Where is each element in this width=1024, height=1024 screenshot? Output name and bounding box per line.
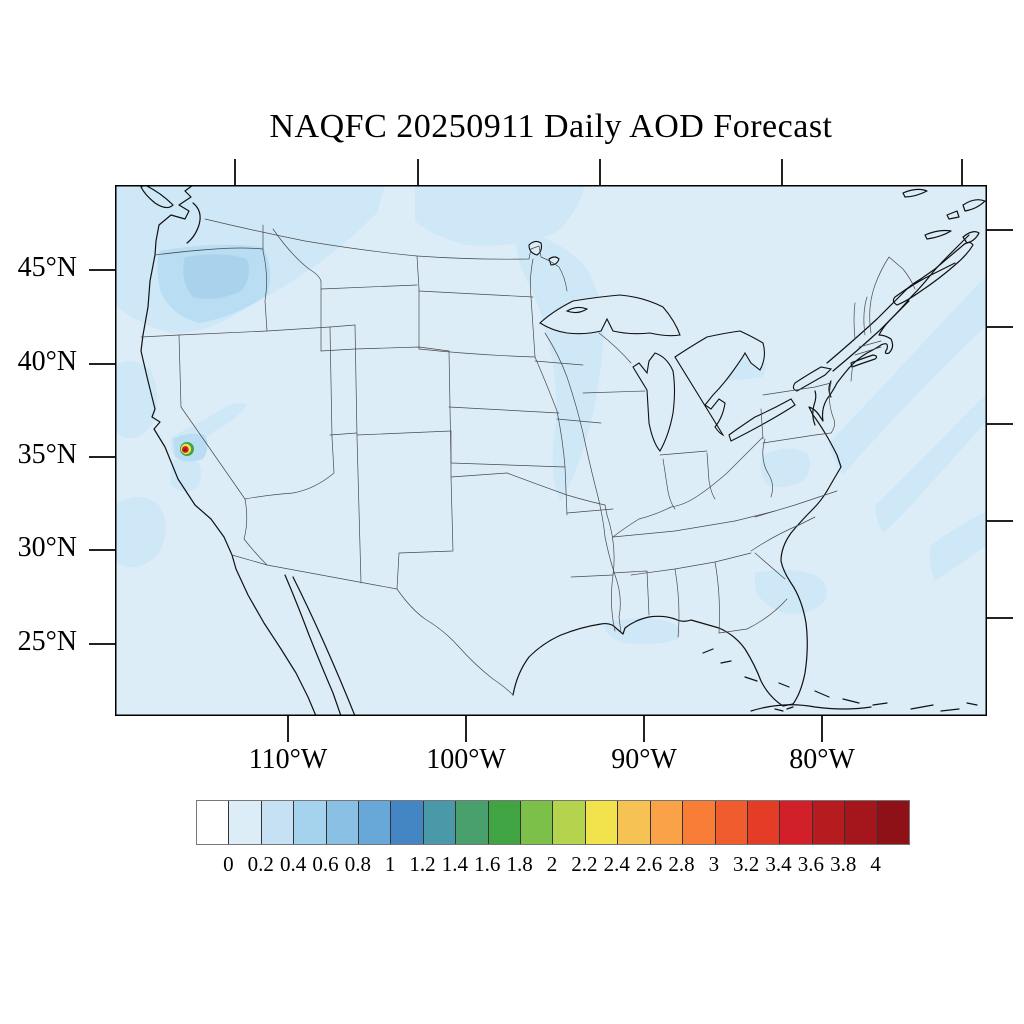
axis-tick: [781, 159, 783, 185]
axis-tick: [287, 716, 289, 742]
colorbar-tick-label: 0.2: [247, 852, 274, 876]
colorbar-cell: [197, 801, 230, 844]
lat-tick-label: 40°N: [17, 346, 77, 377]
colorbar-cell: [715, 801, 748, 844]
figure-title: NAQFC 20250911 Daily AOD Forecast: [269, 108, 833, 145]
colorbar-cell: [618, 801, 651, 844]
axis-tick: [599, 159, 601, 185]
coastlines: [140, 185, 986, 716]
colorbar-tick-label: 1: [384, 852, 396, 876]
colorbar-tick-label: 1.4: [441, 852, 469, 876]
lat-tick-label: 30°N: [17, 532, 77, 563]
colorbar-cell: [359, 801, 392, 844]
us-aod-map-svg: [115, 185, 987, 716]
axis-tick: [821, 716, 823, 742]
colorbar-cell: [391, 801, 424, 844]
colorbar-tick-label: 0.8: [344, 852, 371, 876]
axis-tick: [465, 716, 467, 742]
colorbar-tick-label: 4: [870, 852, 881, 876]
axis-tick: [987, 229, 1013, 231]
colorbar-tick-label: 3.2: [733, 852, 760, 876]
axis-tick: [417, 159, 419, 185]
colorbar-tick-label: 2.6: [635, 852, 663, 876]
lon-tick-label: 90°W: [611, 744, 677, 775]
axis-tick: [89, 456, 115, 458]
colorbar-tick-label: 3.6: [797, 852, 825, 876]
colorbar-cell: [488, 801, 522, 844]
lon-tick-label: 80°W: [789, 744, 855, 775]
lat-tick-label: 35°N: [17, 439, 77, 470]
axis-tick: [987, 326, 1013, 328]
map-area: [115, 185, 987, 716]
colorbar-tick-label: 3.8: [830, 852, 857, 876]
colorbar-cell: [650, 801, 684, 844]
colorbar-cell: [521, 801, 554, 844]
colorbar-cell: [229, 801, 262, 844]
colorbar-tick-label: 0.4: [279, 852, 307, 876]
colorbar-cell: [456, 801, 489, 844]
colorbar-tick-label: 1.2: [409, 852, 436, 876]
colorbar-cell: [812, 801, 846, 844]
map-frame: [115, 185, 987, 716]
aod-colorbar: [196, 800, 910, 845]
axis-tick: [987, 617, 1013, 619]
colorbar-cell: [294, 801, 327, 844]
colorbar-cell: [423, 801, 457, 844]
axis-tick: [987, 423, 1013, 425]
axis-tick: [89, 549, 115, 551]
lat-tick-label: 45°N: [17, 252, 77, 283]
lon-tick-label: 100°W: [426, 744, 506, 775]
colorbar-tick-label: 2.4: [603, 852, 630, 876]
colorbar-cell: [747, 801, 781, 844]
colorbar-tick-label: 2.2: [571, 852, 598, 876]
colorbar-cell: [845, 801, 878, 844]
colorbar-tick-label: 3: [708, 852, 720, 876]
california-aod-hotspot: [180, 442, 194, 456]
axis-tick: [987, 520, 1013, 522]
colorbar-cell: [877, 801, 909, 844]
colorbar-cell: [780, 801, 813, 844]
lon-tick-label: 110°W: [248, 744, 328, 775]
colorbar-tick-label: 1.6: [474, 852, 501, 876]
great-lakes: [528, 240, 833, 452]
colorbar-tick-label: 2: [546, 852, 558, 876]
colorbar-cell: [553, 801, 586, 844]
lat-tick-label: 25°N: [17, 626, 77, 657]
axis-tick: [643, 716, 645, 742]
colorbar-tick-label: 1.8: [506, 852, 533, 876]
aod-level4-patches: [183, 254, 249, 299]
colorbar-cell: [585, 801, 619, 844]
state-borders: [140, 218, 916, 696]
colorbar-tick-label: 0.6: [312, 852, 339, 876]
colorbar-cell: [261, 801, 295, 844]
axis-tick: [89, 269, 115, 271]
colorbar-cell: [326, 801, 360, 844]
colorbar-tick-label: 0: [223, 852, 234, 876]
axis-tick: [961, 159, 963, 185]
axis-tick: [89, 363, 115, 365]
axis-tick: [89, 643, 115, 645]
colorbar-tick-label: 3.4: [765, 852, 792, 876]
axis-tick: [234, 159, 236, 185]
colorbar-tick-label: 2.8: [668, 852, 695, 876]
colorbar-cell: [683, 801, 716, 844]
